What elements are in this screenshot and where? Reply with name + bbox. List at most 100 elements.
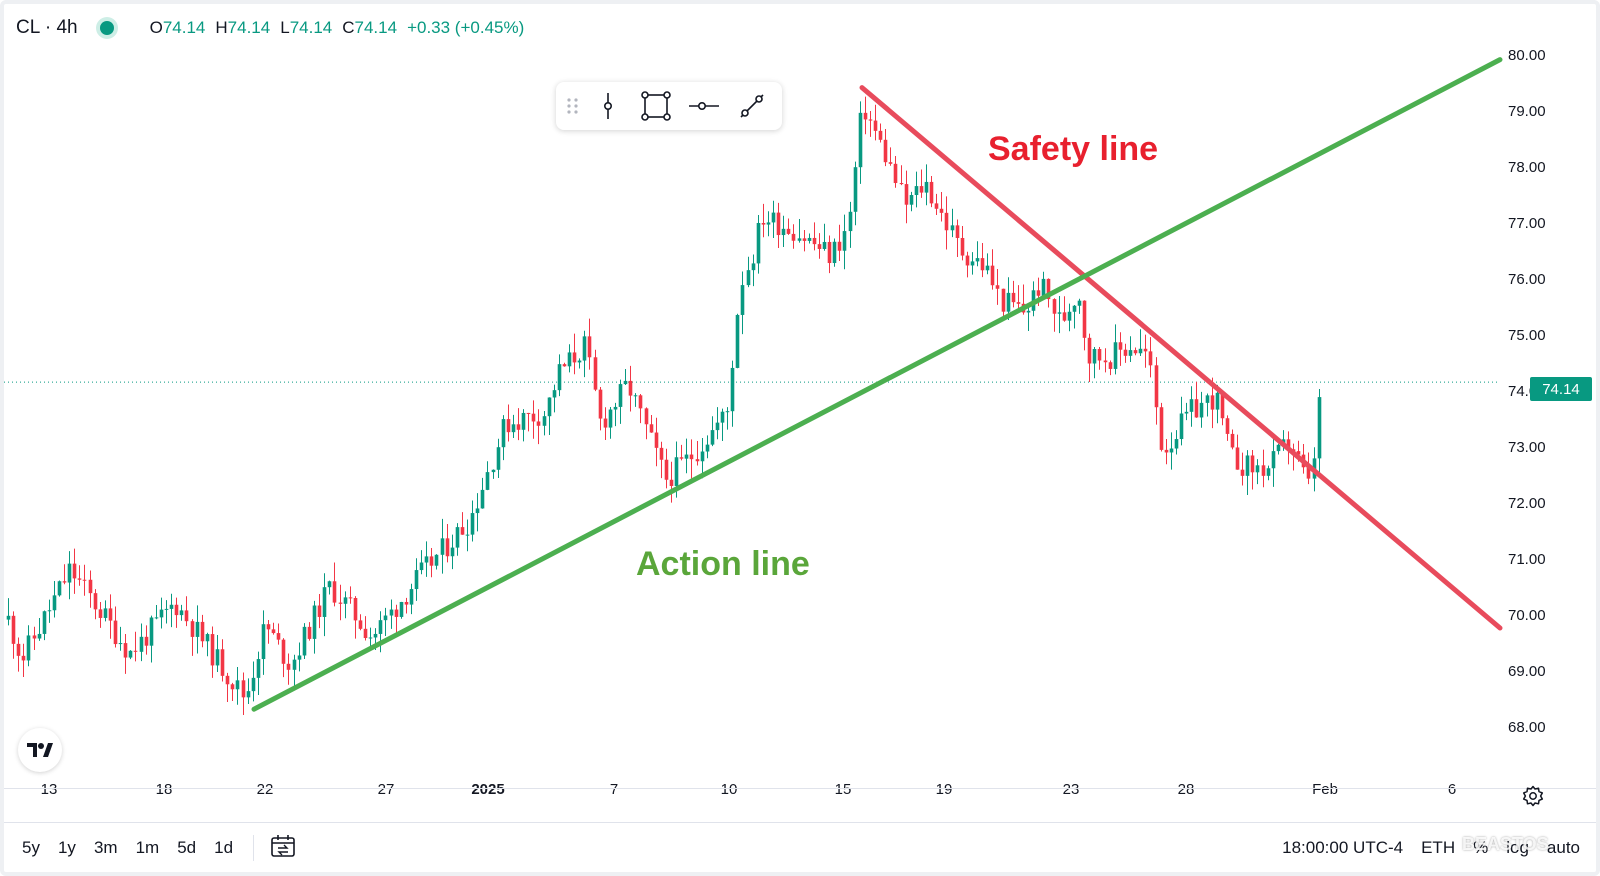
candle-body (740, 285, 745, 315)
candle-body (1113, 342, 1118, 369)
safety-line-label: Safety line (988, 130, 1158, 168)
candle-body (1210, 395, 1215, 410)
candle-body (842, 231, 847, 251)
candle-body (98, 609, 103, 618)
candle-body (526, 412, 531, 414)
safety-trendline[interactable] (859, 85, 1503, 631)
log-scale-toggle[interactable]: log (1506, 838, 1529, 857)
candle-body (603, 418, 608, 428)
candle-body (1230, 433, 1235, 448)
candle-body (1154, 365, 1159, 408)
candle-body (297, 655, 302, 660)
candle-body (970, 261, 975, 266)
range-1y-button[interactable]: 1y (57, 838, 76, 857)
candle-body (562, 364, 567, 367)
candle-body (230, 684, 235, 690)
candle-body (16, 643, 21, 656)
candle-body (475, 508, 480, 514)
candle-body (1052, 299, 1057, 314)
range-3m-button[interactable]: 3m (93, 838, 118, 857)
symbol-legend[interactable]: CL · 4h O 74.14 H 74.14 L 74.14 C 74.14 +0.3… (16, 16, 524, 40)
candle-body (399, 601, 404, 617)
session-toggle[interactable]: ETH (1421, 838, 1456, 857)
trend-line-icon[interactable] (728, 86, 776, 126)
drawing-toolbar[interactable] (556, 82, 782, 130)
candle-body (133, 650, 138, 652)
candle-body (730, 367, 735, 412)
candle-body (1286, 439, 1291, 450)
candle-body (1077, 300, 1082, 306)
candle-body (113, 620, 118, 645)
auto-scale-toggle[interactable]: auto (1546, 838, 1580, 857)
candle-body (618, 384, 623, 407)
candle-body (292, 659, 297, 670)
timezone-clock[interactable]: 18:00:00 UTC-4 (1282, 838, 1404, 857)
time-axis-label: 28 (1178, 781, 1195, 798)
candle-body (246, 691, 251, 698)
candle-body (1087, 337, 1092, 364)
chart-settings-gear-icon[interactable] (1520, 783, 1546, 809)
candle-body (501, 419, 506, 448)
candle-body (781, 228, 786, 236)
candle-body (118, 643, 123, 645)
candle-body (496, 447, 501, 470)
candle-body (429, 556, 434, 566)
action-trendline[interactable] (251, 57, 1503, 712)
candle-body (766, 222, 771, 225)
candle-body (6, 615, 11, 620)
percent-scale-toggle[interactable]: % (1473, 838, 1489, 857)
price-axis-label: 79.00 (1508, 103, 1546, 120)
candle-body (684, 454, 689, 459)
candle-body (455, 527, 460, 548)
goto-date-calendar-icon[interactable] (270, 834, 296, 863)
candle-body (1123, 349, 1128, 356)
candle-body (797, 238, 802, 241)
symbol-interval[interactable]: CL · 4h (16, 17, 78, 38)
tradingview-logo-icon[interactable] (18, 728, 62, 772)
vertical-line-icon[interactable] (584, 86, 632, 126)
candle-body (644, 408, 649, 425)
candle-body (939, 208, 944, 213)
candle-body (873, 120, 878, 131)
market-status-icon[interactable] (99, 21, 114, 35)
candle-body (649, 424, 654, 433)
candle-body (205, 634, 210, 642)
candle-body (832, 241, 837, 264)
candle-body (378, 620, 383, 634)
candle-body (26, 635, 31, 661)
candle-body (32, 635, 37, 639)
price-axis-label: 72.00 (1508, 495, 1546, 512)
rectangle-icon[interactable] (632, 86, 680, 126)
candle-body (491, 469, 496, 473)
candle-body (751, 263, 756, 271)
candle-body (440, 538, 445, 555)
candle-body (531, 413, 536, 422)
candle-body (348, 597, 353, 599)
candle-body (802, 238, 807, 241)
time-axis-label: 2025 (471, 781, 504, 798)
range-1d-button[interactable]: 1d (214, 838, 234, 857)
time-axis-label: 23 (1063, 781, 1080, 798)
candle-body (669, 479, 674, 486)
candle-body (944, 212, 949, 231)
horizontal-ray-icon[interactable] (680, 86, 728, 126)
candle-body (858, 112, 863, 168)
candle-body (21, 655, 26, 661)
candle-body (664, 459, 669, 480)
candle-body (67, 563, 72, 583)
candle-body (868, 119, 873, 121)
candle-body (363, 628, 368, 639)
candle-body (1128, 350, 1133, 356)
candle-body (689, 454, 694, 460)
range-1m-button[interactable]: 1m (135, 838, 160, 857)
candle-body (878, 130, 883, 140)
change-value: +0.33 (+0.45%) (407, 18, 525, 37)
candle-body (103, 608, 108, 618)
range-5y-button[interactable]: 5y (22, 838, 40, 857)
drag-handle-icon[interactable] (562, 86, 584, 126)
range-5d-button[interactable]: 5d (177, 838, 197, 857)
high-value: 74.14 (227, 18, 271, 37)
candle-body (1261, 465, 1266, 476)
candle-body (822, 241, 827, 249)
